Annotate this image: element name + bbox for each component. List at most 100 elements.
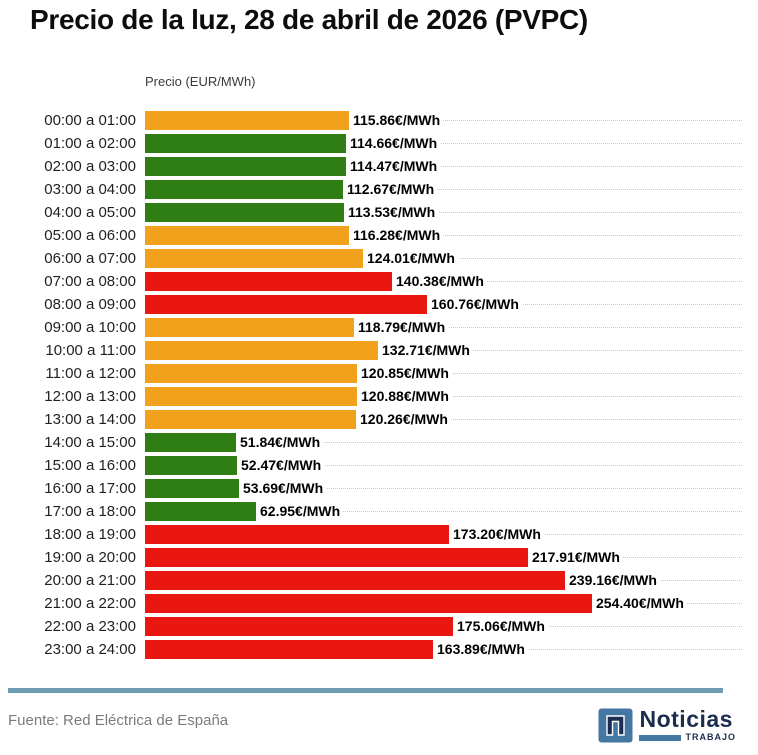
price-bar — [145, 571, 565, 590]
price-bar — [145, 226, 349, 245]
price-bar — [145, 180, 343, 199]
price-value: 62.95€/MWh — [256, 500, 344, 523]
bar-row: 21:00 a 22:00 254.40€/MWh — [0, 592, 758, 615]
time-label: 19:00 a 20:00 — [44, 549, 136, 566]
price-bar — [145, 433, 236, 452]
price-value: 52.47€/MWh — [237, 454, 325, 477]
time-label: 12:00 a 13:00 — [44, 388, 136, 405]
price-bar — [145, 203, 344, 222]
time-label: 15:00 a 16:00 — [44, 457, 136, 474]
time-label: 13:00 a 14:00 — [44, 411, 136, 428]
bar-row: 02:00 a 03:00 114.47€/MWh — [0, 155, 758, 178]
logo-name-text: Noticias — [639, 706, 733, 732]
price-bar — [145, 111, 349, 130]
row-gridline — [145, 465, 742, 466]
price-value: 114.66€/MWh — [346, 132, 441, 155]
bar-row: 01:00 a 02:00 114.66€/MWh — [0, 132, 758, 155]
price-value: 173.20€/MWh — [449, 523, 544, 546]
bar-row: 09:00 a 10:00 118.79€/MWh — [0, 316, 758, 339]
logo-n-icon — [598, 708, 633, 743]
price-bar — [145, 502, 256, 521]
time-label: 08:00 a 09:00 — [44, 296, 136, 313]
price-bar — [145, 134, 346, 153]
row-gridline — [145, 235, 742, 236]
price-value: 217.91€/MWh — [528, 546, 623, 569]
row-gridline — [145, 212, 742, 213]
price-value: 120.85€/MWh — [357, 362, 452, 385]
price-bar — [145, 617, 453, 636]
price-bar — [145, 341, 378, 360]
time-label: 10:00 a 11:00 — [45, 342, 136, 359]
row-gridline — [145, 166, 742, 167]
bar-row: 03:00 a 04:00 112.67€/MWh — [0, 178, 758, 201]
bar-row: 15:00 a 16:00 52.47€/MWh — [0, 454, 758, 477]
time-label: 16:00 a 17:00 — [44, 480, 136, 497]
price-bar — [145, 594, 592, 613]
chart-title: Precio de la luz, 28 de abril de 2026 (P… — [30, 4, 588, 35]
price-value: 254.40€/MWh — [592, 592, 687, 615]
price-value: 53.69€/MWh — [239, 477, 327, 500]
time-label: 00:00 a 01:00 — [44, 112, 136, 129]
time-label: 17:00 a 18:00 — [44, 503, 136, 520]
price-value: 114.47€/MWh — [346, 155, 441, 178]
row-gridline — [145, 143, 742, 144]
time-label: 21:00 a 22:00 — [44, 595, 136, 612]
time-label: 01:00 a 02:00 — [44, 135, 136, 152]
price-bar — [145, 410, 356, 429]
time-label: 22:00 a 23:00 — [44, 618, 136, 635]
price-value: 160.76€/MWh — [427, 293, 522, 316]
row-gridline — [145, 511, 742, 512]
price-bar — [145, 364, 357, 383]
time-label: 09:00 a 10:00 — [44, 319, 136, 336]
row-gridline — [145, 442, 742, 443]
x-axis-label: Precio (EUR/MWh) — [145, 74, 256, 89]
bar-row: 08:00 a 09:00 160.76€/MWh — [0, 293, 758, 316]
logo-subtitle-row: TRABAJO — [639, 733, 736, 742]
bar-row: 19:00 a 20:00 217.91€/MWh — [0, 546, 758, 569]
time-label: 11:00 a 12:00 — [45, 365, 136, 382]
bar-row: 17:00 a 18:00 62.95€/MWh — [0, 500, 758, 523]
noticias-trabajo-logo: Noticias TRABAJO — [598, 708, 736, 743]
row-gridline — [145, 189, 742, 190]
bar-row: 11:00 a 12:00 120.85€/MWh — [0, 362, 758, 385]
price-value: 132.71€/MWh — [378, 339, 473, 362]
price-value: 116.28€/MWh — [349, 224, 444, 247]
price-value: 124.01€/MWh — [363, 247, 458, 270]
time-label: 03:00 a 04:00 — [44, 181, 136, 198]
time-label: 07:00 a 08:00 — [44, 273, 136, 290]
price-bar — [145, 249, 363, 268]
time-label: 05:00 a 06:00 — [44, 227, 136, 244]
row-gridline — [145, 120, 742, 121]
price-value: 140.38€/MWh — [392, 270, 487, 293]
time-label: 18:00 a 19:00 — [44, 526, 136, 543]
bar-row: 06:00 a 07:00 124.01€/MWh — [0, 247, 758, 270]
bar-chart: 00:00 a 01:00 115.86€/MWh 01:00 a 02:00 114… — [0, 109, 758, 661]
logo-subtitle-text: TRABAJO — [685, 732, 736, 742]
logo-text-block: Noticias TRABAJO — [639, 708, 736, 742]
price-value: 163.89€/MWh — [433, 638, 528, 661]
time-label: 02:00 a 03:00 — [44, 158, 136, 175]
price-value: 239.16€/MWh — [565, 569, 660, 592]
price-bar — [145, 640, 433, 659]
source-attribution: Fuente: Red Eléctrica de España — [8, 712, 229, 729]
bar-row: 18:00 a 19:00 173.20€/MWh — [0, 523, 758, 546]
price-value: 113.53€/MWh — [344, 201, 439, 224]
bar-row: 05:00 a 06:00 116.28€/MWh — [0, 224, 758, 247]
price-bar — [145, 272, 392, 291]
time-label: 23:00 a 24:00 — [44, 641, 136, 658]
price-bar — [145, 295, 427, 314]
price-value: 120.88€/MWh — [357, 385, 452, 408]
price-bar — [145, 157, 346, 176]
logo-subtitle-bar — [639, 734, 682, 741]
price-value: 118.79€/MWh — [354, 316, 449, 339]
price-bar — [145, 387, 357, 406]
time-label: 20:00 a 21:00 — [44, 572, 136, 589]
bar-row: 10:00 a 11:00 132.71€/MWh — [0, 339, 758, 362]
bar-row: 22:00 a 23:00 175.06€/MWh — [0, 615, 758, 638]
price-value: 51.84€/MWh — [236, 431, 324, 454]
bar-row: 13:00 a 14:00 120.26€/MWh — [0, 408, 758, 431]
bar-row: 07:00 a 08:00 140.38€/MWh — [0, 270, 758, 293]
price-value: 115.86€/MWh — [349, 109, 444, 132]
bar-row: 20:00 a 21:00 239.16€/MWh — [0, 569, 758, 592]
